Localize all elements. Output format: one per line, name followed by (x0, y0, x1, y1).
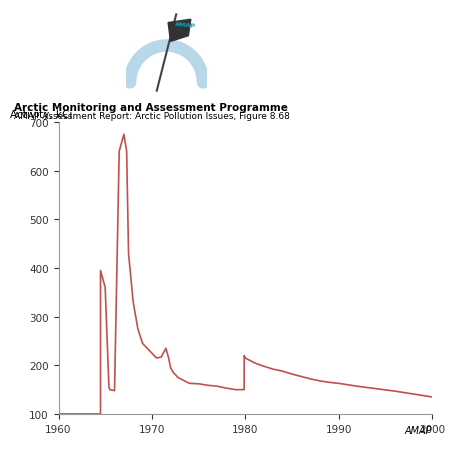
Polygon shape (168, 20, 191, 42)
Text: Arctic Monitoring and Assessment Programme: Arctic Monitoring and Assessment Program… (14, 102, 288, 112)
Text: Activity, kCi: Activity, kCi (10, 110, 72, 120)
Text: AMAP: AMAP (405, 425, 432, 435)
Text: AMAP: AMAP (175, 22, 196, 29)
Text: AMAP Assessment Report: Arctic Pollution Issues, Figure 8.68: AMAP Assessment Report: Arctic Pollution… (14, 111, 289, 121)
